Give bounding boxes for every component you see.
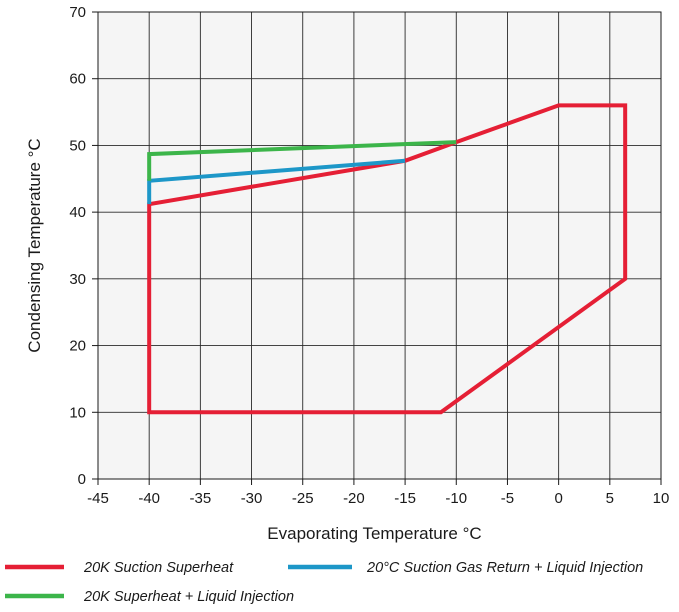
- y-tick-label: 40: [69, 204, 86, 221]
- x-tick-label: -30: [241, 490, 263, 507]
- y-tick-label: 0: [78, 471, 86, 488]
- y-axis-title: Condensing Temperature °C: [25, 138, 44, 352]
- x-tick-label: -5: [501, 490, 514, 507]
- series-layer: [147, 103, 628, 415]
- x-tick-label: -40: [138, 490, 160, 507]
- x-tick-label: -35: [190, 490, 212, 507]
- legend-label-2: 20°C Suction Gas Return + Liquid Injecti…: [366, 560, 643, 576]
- y-tick-label: 10: [69, 404, 86, 421]
- x-tick-label: -20: [343, 490, 365, 507]
- legend-label-1: 20K Suction Superheat: [83, 560, 234, 576]
- legend: 20K Suction Superheat 20°C Suction Gas Re…: [5, 560, 643, 605]
- x-axis-title: Evaporating Temperature °C: [267, 524, 481, 543]
- x-tick-label: -45: [87, 490, 109, 507]
- x-tick-label: -10: [445, 490, 467, 507]
- x-tick-label: 0: [554, 490, 562, 507]
- y-tick-label: 70: [69, 4, 86, 21]
- x-tick-label: 10: [653, 490, 670, 507]
- plot-frame: [97, 11, 662, 480]
- y-tick-label: 60: [69, 71, 86, 88]
- x-tick-label: -15: [394, 490, 416, 507]
- series-line-1: [147, 103, 628, 415]
- y-tick-label: 20: [69, 338, 86, 355]
- x-tick-label: -25: [292, 490, 314, 507]
- x-tick-label: 5: [606, 490, 614, 507]
- series-line-3: [147, 140, 457, 181]
- y-tick-label: 30: [69, 271, 86, 288]
- legend-label-3: 20K Superheat + Liquid Injection: [83, 589, 294, 605]
- axis-layer: -45 -40 -35 -30 -25 -20 -15 -10 -5 0 5 10 0 10 20 30 40 5…: [69, 4, 669, 507]
- plot-background: [98, 12, 661, 479]
- y-tick-label: 50: [69, 137, 86, 154]
